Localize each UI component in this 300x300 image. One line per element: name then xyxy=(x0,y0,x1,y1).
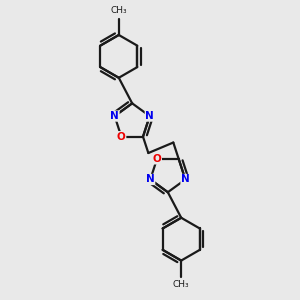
Text: CH₃: CH₃ xyxy=(110,6,127,15)
Text: N: N xyxy=(181,175,190,184)
Text: N: N xyxy=(145,111,154,121)
Text: O: O xyxy=(153,154,161,164)
Text: N: N xyxy=(110,111,119,121)
Text: O: O xyxy=(117,132,126,142)
Text: CH₃: CH₃ xyxy=(173,280,190,290)
Text: N: N xyxy=(146,175,155,184)
